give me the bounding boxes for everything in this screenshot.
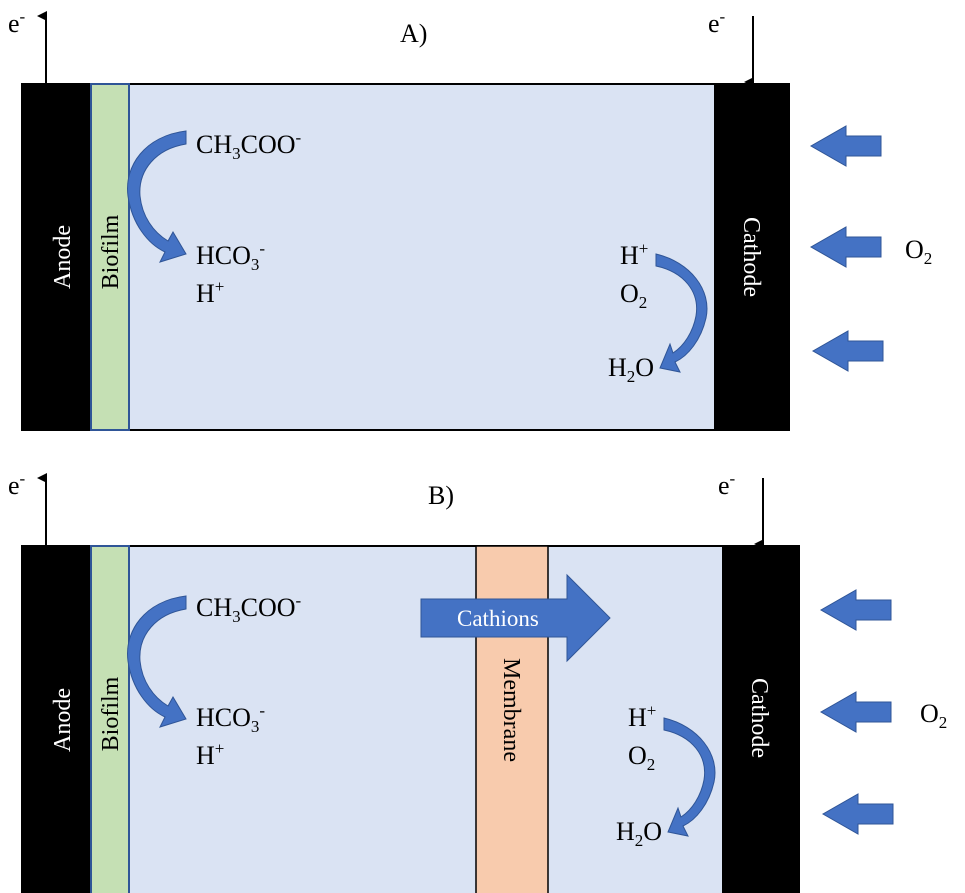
- oxygen-inner-label-b: O2: [628, 741, 655, 774]
- biofilm-layer-b: [90, 545, 130, 893]
- biofilm-label-b: Biofilm: [98, 676, 124, 751]
- oxygen-outer-label-b: O2: [920, 699, 947, 732]
- proton-label-right-a: H+: [620, 239, 648, 270]
- cations-arrow-b: [420, 573, 611, 663]
- water-label-a: H2O: [608, 353, 654, 386]
- oxygen-inner-label-a: O2: [620, 279, 647, 312]
- proton-label-right-b: H+: [628, 701, 656, 732]
- membrane-label-b: Membrane: [498, 658, 524, 762]
- cations-label-b: Cathions: [457, 606, 539, 631]
- oxidation-curve-arrow-b: [127, 595, 187, 728]
- oxygen-outer-label-a: O2: [905, 235, 932, 268]
- water-label-b: H2O: [616, 817, 662, 850]
- anode-electrode-b: [22, 546, 91, 893]
- panel-title-b: B): [428, 481, 454, 510]
- oxygen-inflow-arrow-top-b: [819, 589, 892, 631]
- oxygen-inflow-arrow-top-a: [809, 125, 882, 167]
- reduction-curve-arrow-b: [663, 717, 716, 837]
- reduction-curve-arrow-a: [655, 253, 708, 373]
- oxygen-inflow-arrow-mid-a: [809, 226, 882, 268]
- chamber-b: [21, 545, 800, 893]
- oxygen-inflow-arrow-bottom-a: [811, 330, 884, 372]
- biofilm-layer-a: [90, 83, 130, 431]
- anode-label-a: Anode: [50, 225, 76, 289]
- electron-label-right-a: e-: [708, 7, 726, 38]
- electron-label-left-b: e-: [8, 469, 26, 500]
- acetate-label-b: CH3COO-: [196, 591, 302, 626]
- panel-title-a: A): [400, 19, 427, 48]
- cathode-electrode-a: [714, 84, 789, 430]
- biofilm-label-a: Biofilm: [98, 214, 124, 289]
- chamber-a: [21, 83, 790, 431]
- proton-label-left-a: H+: [196, 277, 224, 308]
- proton-label-left-b: H+: [196, 739, 224, 770]
- electron-label-left-a: e-: [8, 7, 26, 38]
- panel-a: Anode Biofilm Cathode e- e- A) CH3COO- H…: [8, 7, 932, 431]
- cathode-electrode-b: [722, 546, 799, 893]
- panel-b: Anode Biofilm Membrane Cathode e- e- B) …: [8, 469, 947, 893]
- cathode-label-a: Cathode: [738, 217, 764, 297]
- anode-label-b: Anode: [50, 688, 76, 752]
- bicarbonate-label-a: HCO3-: [196, 239, 265, 274]
- cathode-label-b: Cathode: [746, 678, 772, 758]
- oxygen-inflow-arrow-bottom-b: [821, 793, 894, 835]
- oxidation-curve-arrow-a: [127, 130, 187, 263]
- electron-label-right-b: e-: [718, 469, 736, 500]
- bicarbonate-label-b: HCO3-: [196, 701, 265, 736]
- acetate-label-a: CH3COO-: [196, 128, 302, 163]
- anode-electrode-a: [22, 84, 91, 430]
- oxygen-inflow-arrow-mid-b: [819, 691, 892, 733]
